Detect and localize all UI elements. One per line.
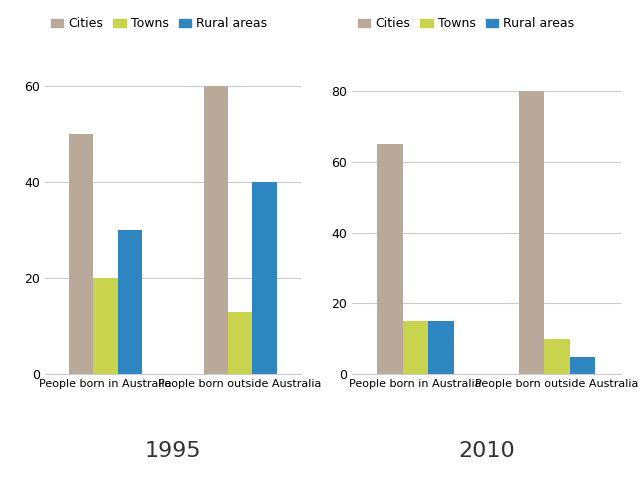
Bar — [378, 144, 403, 374]
Bar — [403, 321, 428, 374]
Legend: Cities, Towns, Rural areas: Cities, Towns, Rural areas — [46, 12, 272, 36]
Bar — [93, 278, 118, 374]
Legend: Cities, Towns, Rural areas: Cities, Towns, Rural areas — [353, 12, 579, 36]
Bar — [570, 357, 595, 374]
Bar — [69, 134, 93, 374]
Bar — [228, 312, 252, 374]
Bar — [204, 86, 228, 374]
Bar — [118, 230, 142, 374]
Bar — [428, 321, 454, 374]
Bar — [545, 339, 570, 374]
Text: 1995: 1995 — [145, 441, 201, 461]
Text: 2010: 2010 — [458, 441, 515, 461]
Bar — [252, 182, 276, 374]
Bar — [519, 91, 545, 374]
